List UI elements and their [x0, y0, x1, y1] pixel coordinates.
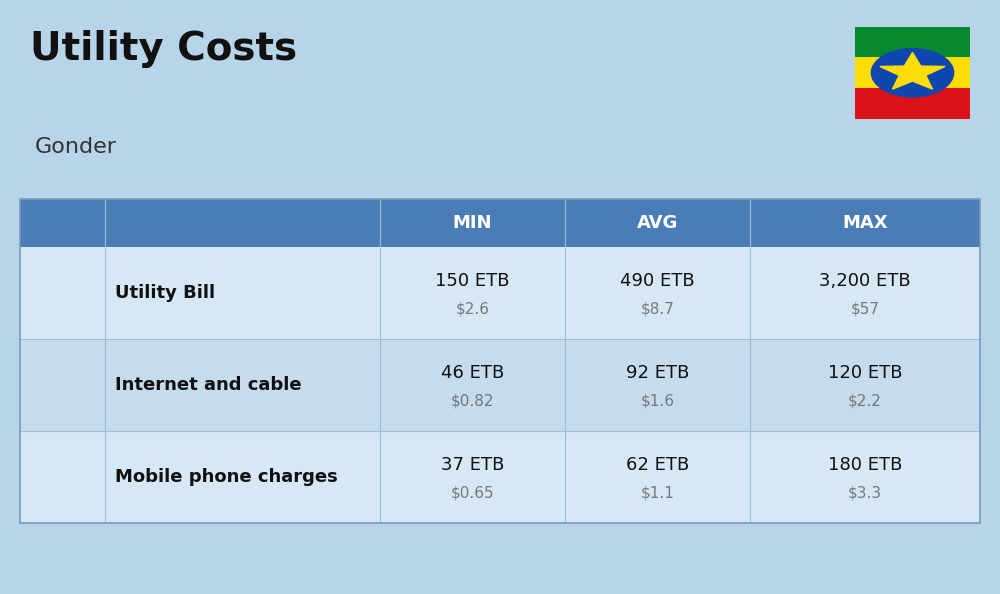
Text: 46 ETB: 46 ETB — [441, 364, 504, 382]
Polygon shape — [880, 52, 945, 89]
Bar — [20, 199, 980, 247]
Text: 150 ETB: 150 ETB — [435, 271, 510, 290]
Text: MAX: MAX — [842, 214, 888, 232]
Text: 92 ETB: 92 ETB — [626, 364, 689, 382]
Text: $57: $57 — [850, 302, 880, 317]
Bar — [855, 88, 970, 119]
Text: $0.65: $0.65 — [451, 486, 494, 501]
Text: $1.6: $1.6 — [640, 394, 674, 409]
Text: $3.3: $3.3 — [848, 486, 882, 501]
Bar — [855, 58, 970, 88]
Text: 120 ETB: 120 ETB — [828, 364, 902, 382]
Text: $2.6: $2.6 — [456, 302, 490, 317]
Text: $2.2: $2.2 — [848, 394, 882, 409]
Text: 37 ETB: 37 ETB — [441, 456, 504, 474]
Bar — [20, 247, 980, 339]
Text: Utility Costs: Utility Costs — [30, 30, 297, 68]
Circle shape — [871, 48, 954, 97]
Text: $1.1: $1.1 — [641, 486, 674, 501]
Text: MIN: MIN — [453, 214, 492, 232]
Text: $8.7: $8.7 — [641, 302, 674, 317]
Text: $0.82: $0.82 — [451, 394, 494, 409]
Bar — [20, 431, 980, 523]
Bar — [20, 339, 980, 431]
Text: Mobile phone charges: Mobile phone charges — [115, 467, 338, 486]
Text: 490 ETB: 490 ETB — [620, 271, 695, 290]
Text: Gonder: Gonder — [35, 137, 117, 157]
Text: 180 ETB: 180 ETB — [828, 456, 902, 474]
Bar — [20, 199, 980, 523]
Text: Utility Bill: Utility Bill — [115, 283, 215, 302]
Text: 3,200 ETB: 3,200 ETB — [819, 271, 911, 290]
Text: AVG: AVG — [637, 214, 678, 232]
Bar — [855, 27, 970, 58]
Text: Internet and cable: Internet and cable — [115, 375, 302, 394]
Text: 62 ETB: 62 ETB — [626, 456, 689, 474]
